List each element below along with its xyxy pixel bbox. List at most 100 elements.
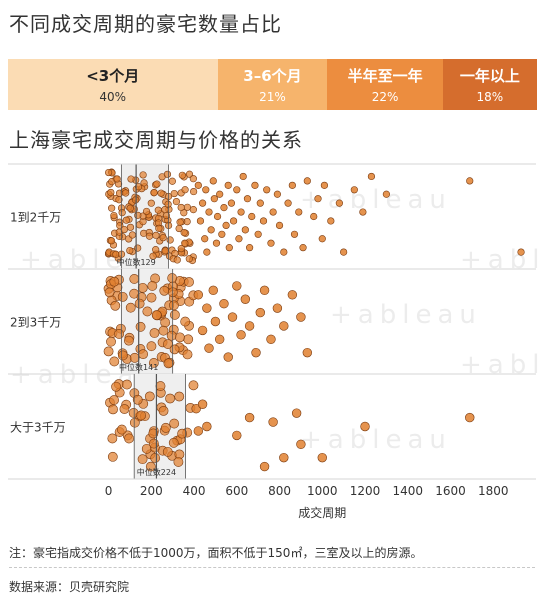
category-label: 2到3千万 (10, 316, 61, 330)
data-point (105, 168, 113, 177)
share-segment: 3–6个月 21% (217, 59, 328, 110)
data-point (151, 310, 162, 320)
data-point (251, 347, 261, 358)
data-point (168, 437, 179, 448)
data-point (290, 230, 299, 238)
chart-row: 中位数129 1到2千万 (8, 164, 536, 270)
data-point (129, 417, 140, 428)
footnote: 注：豪宅指成交价格不低于1000万，面积不低于150㎡，三室及以上的房源。 (9, 546, 423, 560)
category-label: 大于3千万 (10, 421, 66, 435)
x-tick-label: 1400 (392, 484, 423, 498)
data-point (202, 303, 212, 313)
data-point (113, 175, 121, 183)
data-point (170, 189, 178, 198)
data-point (176, 218, 184, 226)
data-point (246, 244, 254, 252)
data-point (263, 186, 271, 194)
data-point (169, 344, 180, 355)
data-point (201, 235, 209, 243)
data-point (299, 244, 307, 252)
share-segment-label: 半年至一年 (347, 67, 423, 85)
data-point (155, 224, 163, 232)
data-point (266, 334, 276, 345)
data-point (259, 285, 270, 296)
data-point (153, 180, 161, 188)
median-label: 中位数129 (116, 257, 155, 267)
share-segment: 半年至一年 22% (327, 59, 443, 110)
data-point (268, 417, 278, 427)
data-point (115, 189, 124, 197)
data-point (135, 321, 146, 332)
data-point (225, 244, 233, 252)
data-point (122, 189, 130, 197)
data-point (107, 451, 118, 462)
data-point (117, 350, 128, 361)
data-point (209, 177, 217, 185)
data-point (173, 256, 181, 264)
share-bar: <3个月 40% 3–6个月 21% 半年至一年 22% 一年以上 18% (8, 59, 537, 110)
data-point (119, 404, 130, 414)
chart-title: 上海豪宅成交周期与价格的关系 (9, 128, 303, 152)
data-point (138, 349, 149, 360)
data-point (193, 426, 204, 436)
data-point (291, 408, 302, 418)
data-point (213, 212, 222, 221)
x-tick-label: 0 (105, 484, 113, 498)
data-point (272, 303, 283, 313)
data-point (236, 330, 246, 340)
x-tick-label: 1600 (435, 484, 466, 498)
data-point (197, 399, 208, 409)
data-point (167, 273, 178, 283)
data-point (109, 356, 120, 367)
data-point (107, 237, 116, 245)
x-tick-label: 1200 (350, 484, 381, 498)
data-point (232, 281, 242, 291)
data-point (184, 277, 194, 287)
data-point (198, 199, 207, 207)
data-point (303, 177, 311, 185)
data-point (149, 328, 160, 338)
data-point (273, 190, 281, 198)
data-point (122, 216, 130, 224)
data-point (159, 234, 167, 242)
data-point (157, 189, 165, 197)
data-point (120, 225, 128, 234)
watermark-text: +ableau (460, 350, 544, 380)
data-point (517, 248, 525, 256)
data-point (173, 457, 184, 467)
data-point (204, 343, 214, 353)
data-point (256, 199, 264, 207)
data-point (136, 410, 147, 421)
chart-row: 中位数224 大于3千万 (8, 374, 536, 480)
data-point (127, 175, 135, 183)
data-point (350, 186, 358, 194)
data-point (367, 172, 376, 181)
data-point (183, 334, 194, 345)
data-point (162, 446, 173, 457)
data-point (194, 181, 202, 189)
data-point (169, 418, 180, 429)
data-point (314, 195, 322, 203)
data-point (142, 207, 151, 216)
data-point (177, 428, 188, 439)
data-point (147, 281, 158, 291)
data-point (183, 203, 191, 211)
watermark-text: +ableau (330, 300, 482, 330)
data-point (152, 246, 160, 254)
watermark-text: +ableau (460, 245, 544, 275)
data-point (134, 244, 142, 252)
data-point (240, 294, 251, 304)
data-point (132, 394, 143, 405)
data-point (196, 217, 205, 225)
data-point (114, 329, 125, 339)
data-point (160, 317, 171, 328)
data-point (207, 226, 215, 234)
data-point (166, 330, 177, 341)
data-point (172, 197, 181, 206)
data-point (149, 252, 157, 260)
data-point (189, 175, 197, 183)
data-point (181, 239, 189, 247)
data-point (210, 316, 221, 327)
data-point (248, 212, 256, 221)
data-point (212, 239, 221, 247)
